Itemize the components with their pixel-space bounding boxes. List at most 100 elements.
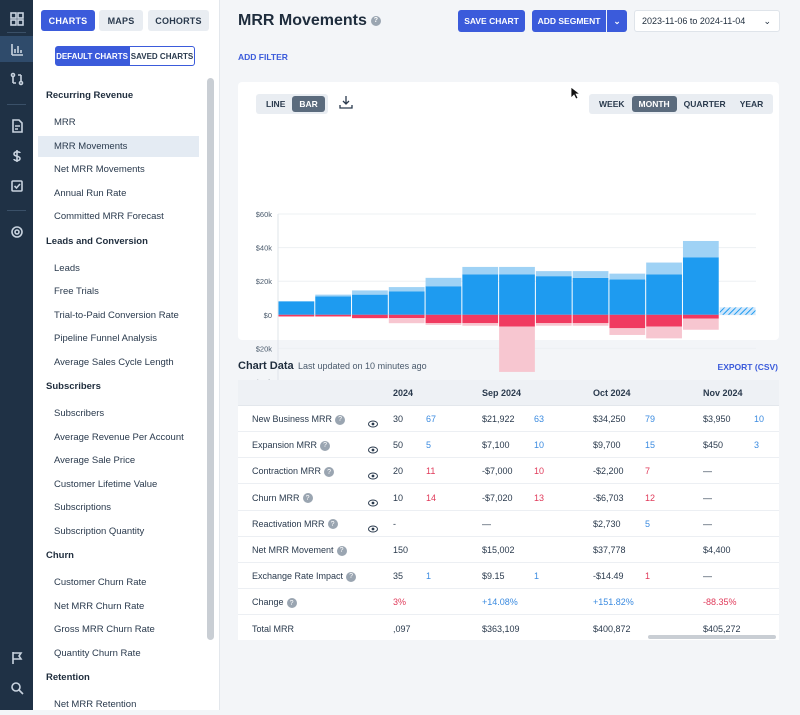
nav-item[interactable]: Average Revenue Per Account: [54, 431, 184, 443]
nav-item[interactable]: Gross MRR Churn Rate: [54, 624, 155, 635]
sidebar: CHARTS MAPS COHORTS DEFAULT CHARTS SAVED…: [33, 0, 220, 710]
row-label-text: Churn MRR: [252, 492, 300, 503]
export-csv-link[interactable]: EXPORT (CSV): [717, 362, 778, 372]
help-icon[interactable]: ?: [370, 15, 381, 26]
eye-icon[interactable]: [368, 415, 378, 428]
toggle-quarter[interactable]: QUARTER: [683, 99, 726, 109]
nav-item[interactable]: Pipeline Funnel Analysis: [54, 333, 157, 344]
bar-segment: [646, 314, 682, 327]
nav-item[interactable]: Committed MRR Forecast: [54, 211, 164, 222]
nav-item[interactable]: Net MRR Movements: [54, 164, 145, 175]
table-count: 7: [645, 466, 651, 477]
add-segment-button[interactable]: ADD SEGMENT: [532, 10, 606, 32]
page-title: MRR Movements?: [238, 12, 381, 30]
nav-item[interactable]: Net MRR Churn Rate: [54, 600, 145, 612]
nav-item[interactable]: Subscription Quantity: [54, 525, 145, 537]
table-cell: $15,002: [482, 545, 515, 555]
save-chart-button[interactable]: SAVE CHART: [458, 10, 525, 32]
main-panel: MRR Movements? SAVE CHART ADD SEGMENT ⌄ …: [220, 0, 800, 710]
table-cell: -88.35%: [703, 597, 737, 608]
toggle-week[interactable]: WEEK: [599, 99, 625, 109]
table-row: New Business MRR? 30 67 $21,922 63 $34,250 79 $…: [238, 406, 779, 432]
rail-divider: [7, 104, 26, 105]
nav-item[interactable]: MRR: [54, 117, 76, 128]
subtab-saved-charts[interactable]: SAVED CHARTS: [129, 46, 195, 66]
add-filter-link[interactable]: ADD FILTER: [238, 52, 288, 62]
app-rail: [0, 0, 33, 710]
help-icon[interactable]: ?: [346, 571, 357, 582]
table-count: 5: [645, 518, 651, 529]
table-cell: +151.82%: [593, 597, 634, 608]
help-icon[interactable]: ?: [324, 467, 335, 478]
nav-item[interactable]: Trial-to-Paid Conversion Rate: [54, 309, 179, 321]
bar-segment: [425, 323, 462, 325]
chart-icon[interactable]: [0, 36, 33, 62]
toggle-month[interactable]: MONTH: [631, 96, 677, 112]
chevron-down-icon: ⌄: [763, 16, 771, 26]
eye-icon[interactable]: [368, 441, 378, 454]
table-cell: -$7,000: [482, 466, 513, 477]
help-icon[interactable]: ?: [336, 545, 347, 556]
sidebar-scrollbar[interactable]: [207, 78, 214, 640]
bar-segment: [682, 240, 719, 258]
help-icon[interactable]: ?: [335, 414, 346, 425]
search-icon[interactable]: [0, 675, 33, 701]
tab-maps[interactable]: MAPS: [99, 10, 143, 31]
toggle-line[interactable]: LINE: [266, 99, 286, 109]
nav-item[interactable]: Net MRR Retention: [54, 699, 137, 710]
nav-item[interactable]: Average Sales Cycle Length: [54, 356, 174, 368]
help-icon[interactable]: ?: [327, 519, 338, 530]
table-cell: -: [393, 518, 396, 529]
tab-charts[interactable]: CHARTS: [41, 10, 95, 31]
table-cell: 20: [393, 466, 404, 477]
checkbox-icon[interactable]: [0, 173, 33, 199]
download-icon[interactable]: [338, 94, 354, 110]
bar-segment: [388, 287, 425, 292]
table-cell: 35: [393, 571, 404, 582]
table-horizontal-scrollbar[interactable]: [648, 635, 776, 639]
nav-item[interactable]: Customer Churn Rate: [54, 577, 147, 588]
table-count: 5: [426, 440, 432, 451]
table-cell: $400,872: [593, 623, 631, 634]
help-icon[interactable]: ?: [320, 440, 331, 451]
toggle-bar[interactable]: BAR: [292, 96, 325, 112]
help-icon[interactable]: ?: [302, 493, 313, 504]
nav-item[interactable]: Subscriptions: [54, 502, 112, 513]
table-cell: ,097: [393, 623, 411, 634]
help-icon[interactable]: ?: [286, 598, 297, 609]
tab-cohorts[interactable]: COHORTS: [148, 10, 209, 31]
toggle-year[interactable]: YEAR: [739, 99, 764, 109]
bar-segment: [535, 314, 572, 324]
nav-item[interactable]: Free Trials: [54, 286, 99, 297]
table-count: 15: [645, 440, 656, 451]
nav-item[interactable]: Leads: [54, 262, 80, 274]
table-count: 14: [426, 492, 437, 503]
nav-item[interactable]: MRR Movements: [38, 135, 199, 157]
flow-icon[interactable]: [0, 66, 33, 92]
nav-item[interactable]: Customer Lifetime Value: [54, 478, 158, 490]
nav-item[interactable]: Quantity Churn Rate: [54, 647, 141, 659]
apps-icon[interactable]: [0, 6, 33, 32]
subtab-default-charts[interactable]: DEFAULT CHARTS: [55, 46, 129, 66]
eye-icon[interactable]: [368, 520, 378, 533]
settings-icon[interactable]: [0, 219, 33, 245]
dollar-icon[interactable]: [0, 143, 33, 169]
rail-divider: [7, 32, 26, 33]
nav-item[interactable]: Annual Run Rate: [54, 187, 127, 199]
row-label: Total MRR: [252, 624, 294, 634]
date-range-picker[interactable]: 2023-11-06 to 2024-11-04 ⌄: [634, 10, 780, 32]
bar-segment: [499, 274, 535, 315]
flag-icon[interactable]: [0, 645, 33, 671]
eye-icon[interactable]: [368, 494, 378, 507]
row-label-text: Net MRR Movement: [252, 545, 334, 555]
report-icon[interactable]: [0, 113, 33, 139]
row-label: New Business MRR?: [252, 414, 346, 425]
eye-icon[interactable]: [368, 467, 378, 480]
table-row: Total MRR ,097 $363,109 $400,872 $405,272: [238, 616, 779, 640]
add-segment-dropdown[interactable]: ⌄: [607, 10, 627, 32]
column-header: Oct 2024: [593, 388, 631, 398]
row-label: Reactivation MRR?: [252, 519, 338, 530]
bar-segment: [572, 314, 609, 324]
nav-item[interactable]: Subscribers: [54, 408, 105, 419]
nav-item[interactable]: Average Sale Price: [54, 455, 136, 466]
